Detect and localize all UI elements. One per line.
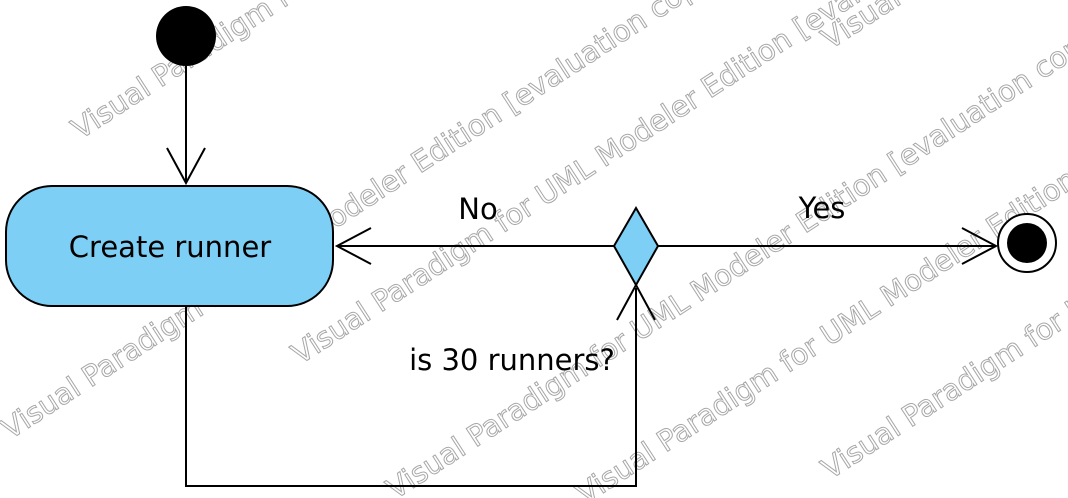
final-node-inner	[1007, 223, 1047, 263]
initial-node[interactable]	[156, 6, 216, 66]
action-node-create-runner[interactable]	[5, 185, 334, 307]
watermark-text: Visual Paradigm for UML Modeler Edition …	[815, 0, 1068, 56]
arrowhead	[961, 227, 999, 265]
guard-no: No	[458, 192, 497, 226]
decision-node[interactable]	[612, 206, 660, 288]
guard-yes: Yes	[798, 191, 846, 225]
arrowhead	[334, 227, 372, 265]
action-label: Create runner	[69, 230, 271, 264]
flow-action-to-decision	[185, 288, 637, 487]
arrowhead	[166, 147, 206, 186]
decision-label: is 30 runners?	[409, 343, 615, 377]
